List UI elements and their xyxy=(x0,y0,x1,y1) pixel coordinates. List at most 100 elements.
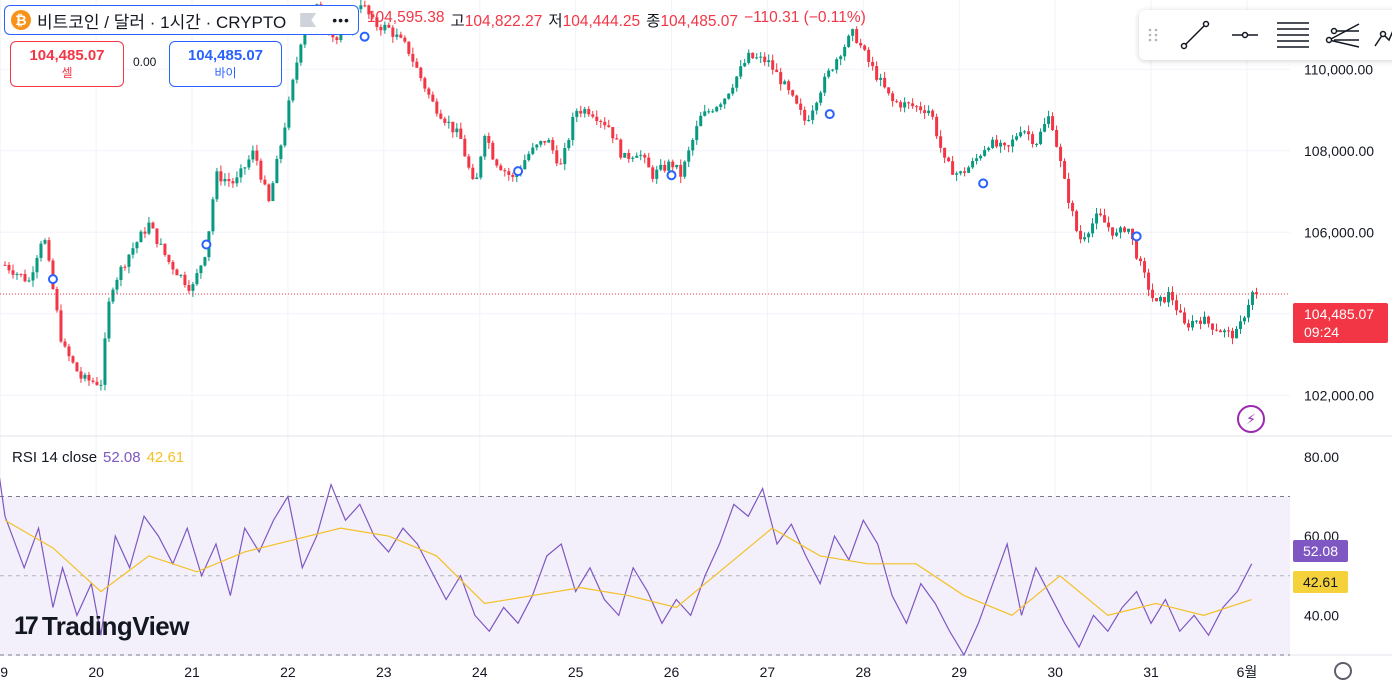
candle-body xyxy=(1031,134,1035,145)
drag-handle-icon[interactable] xyxy=(1148,28,1158,42)
candle-body xyxy=(39,243,43,258)
candle-body xyxy=(895,101,899,103)
candle-body xyxy=(931,110,935,117)
candle-body xyxy=(447,121,451,123)
sell-label: 셀 xyxy=(61,66,73,80)
candle-body xyxy=(403,37,407,42)
horizontal-ray-icon[interactable] xyxy=(1232,31,1258,39)
open-value: 104,595.38 xyxy=(366,9,445,26)
candle-body xyxy=(267,184,271,202)
symbol-title[interactable]: 비트코인 / 달러 · 1시간 · CRYPTO xyxy=(37,12,287,32)
candle-body xyxy=(1027,131,1031,135)
candle-body xyxy=(1195,320,1199,322)
candle-body xyxy=(1179,310,1183,313)
flag-icon[interactable] xyxy=(300,13,317,27)
candle-body xyxy=(247,159,251,168)
event-marker-6 xyxy=(978,178,989,189)
candle-body xyxy=(979,155,983,159)
candle-body xyxy=(663,164,667,171)
candle-body xyxy=(879,77,883,80)
candle-body xyxy=(1139,258,1143,262)
candle-body xyxy=(659,164,663,170)
path-tool-icon[interactable] xyxy=(1374,26,1392,47)
candle-body xyxy=(563,148,567,165)
candle-body xyxy=(331,33,335,38)
candle-body xyxy=(151,222,155,229)
candle-body xyxy=(951,161,955,175)
settings-gear-icon[interactable] xyxy=(1334,662,1352,680)
candle-body xyxy=(243,167,247,169)
tradingview-logo: 17 TradingView xyxy=(14,611,190,642)
candle-body xyxy=(259,160,263,180)
buy-label: 바이 xyxy=(214,66,237,80)
spread-value: 0.00 xyxy=(133,55,157,69)
candle-body xyxy=(215,171,219,200)
rsi-ma-line xyxy=(4,519,1252,617)
candle-body xyxy=(1191,320,1195,328)
candle-body xyxy=(1071,202,1075,212)
candle-body xyxy=(943,147,947,158)
candle-body xyxy=(395,34,399,37)
rsi-legend-ma-value: 42.61 xyxy=(146,449,185,466)
candle-body xyxy=(743,63,747,67)
candle-body xyxy=(603,121,607,126)
candle-body xyxy=(499,165,503,171)
candle-body xyxy=(1183,312,1187,324)
candle-body xyxy=(699,115,703,127)
candle-body xyxy=(295,62,299,80)
candle-body xyxy=(919,106,923,111)
pitchfork-icon[interactable] xyxy=(1325,23,1360,48)
candle-body xyxy=(119,266,123,280)
chart-header: ₿ 비트코인 / 달러 · 1시간 · CRYPTO ••• 104,595.3… xyxy=(4,4,866,36)
candle-body xyxy=(527,153,531,161)
bitcoin-icon: ₿ xyxy=(11,10,31,30)
candle-body xyxy=(803,109,807,121)
candle-body xyxy=(615,138,619,140)
time-tick-label: 26 xyxy=(664,664,680,680)
candle-body xyxy=(1239,321,1243,330)
buy-button[interactable]: 104,485.07 바이 xyxy=(169,41,282,87)
candle-body xyxy=(27,280,31,282)
candle-body xyxy=(587,109,591,115)
candle-body xyxy=(143,231,147,234)
candle-body xyxy=(1219,330,1223,333)
symbol-selector[interactable]: ₿ 비트코인 / 달러 · 1시간 · CRYPTO ••• xyxy=(4,5,359,35)
candle-body xyxy=(135,242,139,249)
candle-body xyxy=(711,111,715,113)
candle-body xyxy=(883,77,887,88)
candle-body xyxy=(723,98,727,105)
candle-body xyxy=(1227,330,1231,332)
candle-body xyxy=(835,59,839,70)
candle-body xyxy=(735,76,739,88)
candle-body xyxy=(815,102,819,111)
trend-line-icon[interactable] xyxy=(1180,20,1210,50)
rsi-legend[interactable]: RSI 14 close 52.08 42.61 xyxy=(12,449,184,466)
candle-body xyxy=(11,270,15,275)
sell-button[interactable]: 104,485.07 셀 xyxy=(10,41,124,87)
high-value: 104,822.27 xyxy=(464,13,543,30)
candle-body xyxy=(799,103,803,110)
lightning-icon[interactable]: ⚡ xyxy=(1237,405,1265,433)
candle-body xyxy=(471,167,475,180)
time-tick-label: 6월 xyxy=(1237,664,1258,680)
candle-body xyxy=(1115,232,1119,236)
candle-body xyxy=(55,288,59,311)
parallel-channel-icon[interactable] xyxy=(1277,22,1309,48)
more-icon[interactable]: ••• xyxy=(332,12,350,28)
buy-price: 104,485.07 xyxy=(187,47,264,64)
candle-body xyxy=(235,177,239,184)
candle-body xyxy=(779,72,783,85)
candle-body xyxy=(1175,300,1179,311)
candle-body xyxy=(399,34,403,38)
candle-body xyxy=(1242,317,1246,322)
time-tick-label: 21 xyxy=(184,664,200,680)
candle-body xyxy=(623,152,627,158)
candle-body xyxy=(219,171,223,182)
candle-body xyxy=(431,94,435,102)
candle-body xyxy=(195,273,199,285)
candle-body xyxy=(67,346,71,357)
candle-body xyxy=(575,110,579,117)
candle-body xyxy=(1007,145,1011,147)
candle-body xyxy=(907,102,911,104)
